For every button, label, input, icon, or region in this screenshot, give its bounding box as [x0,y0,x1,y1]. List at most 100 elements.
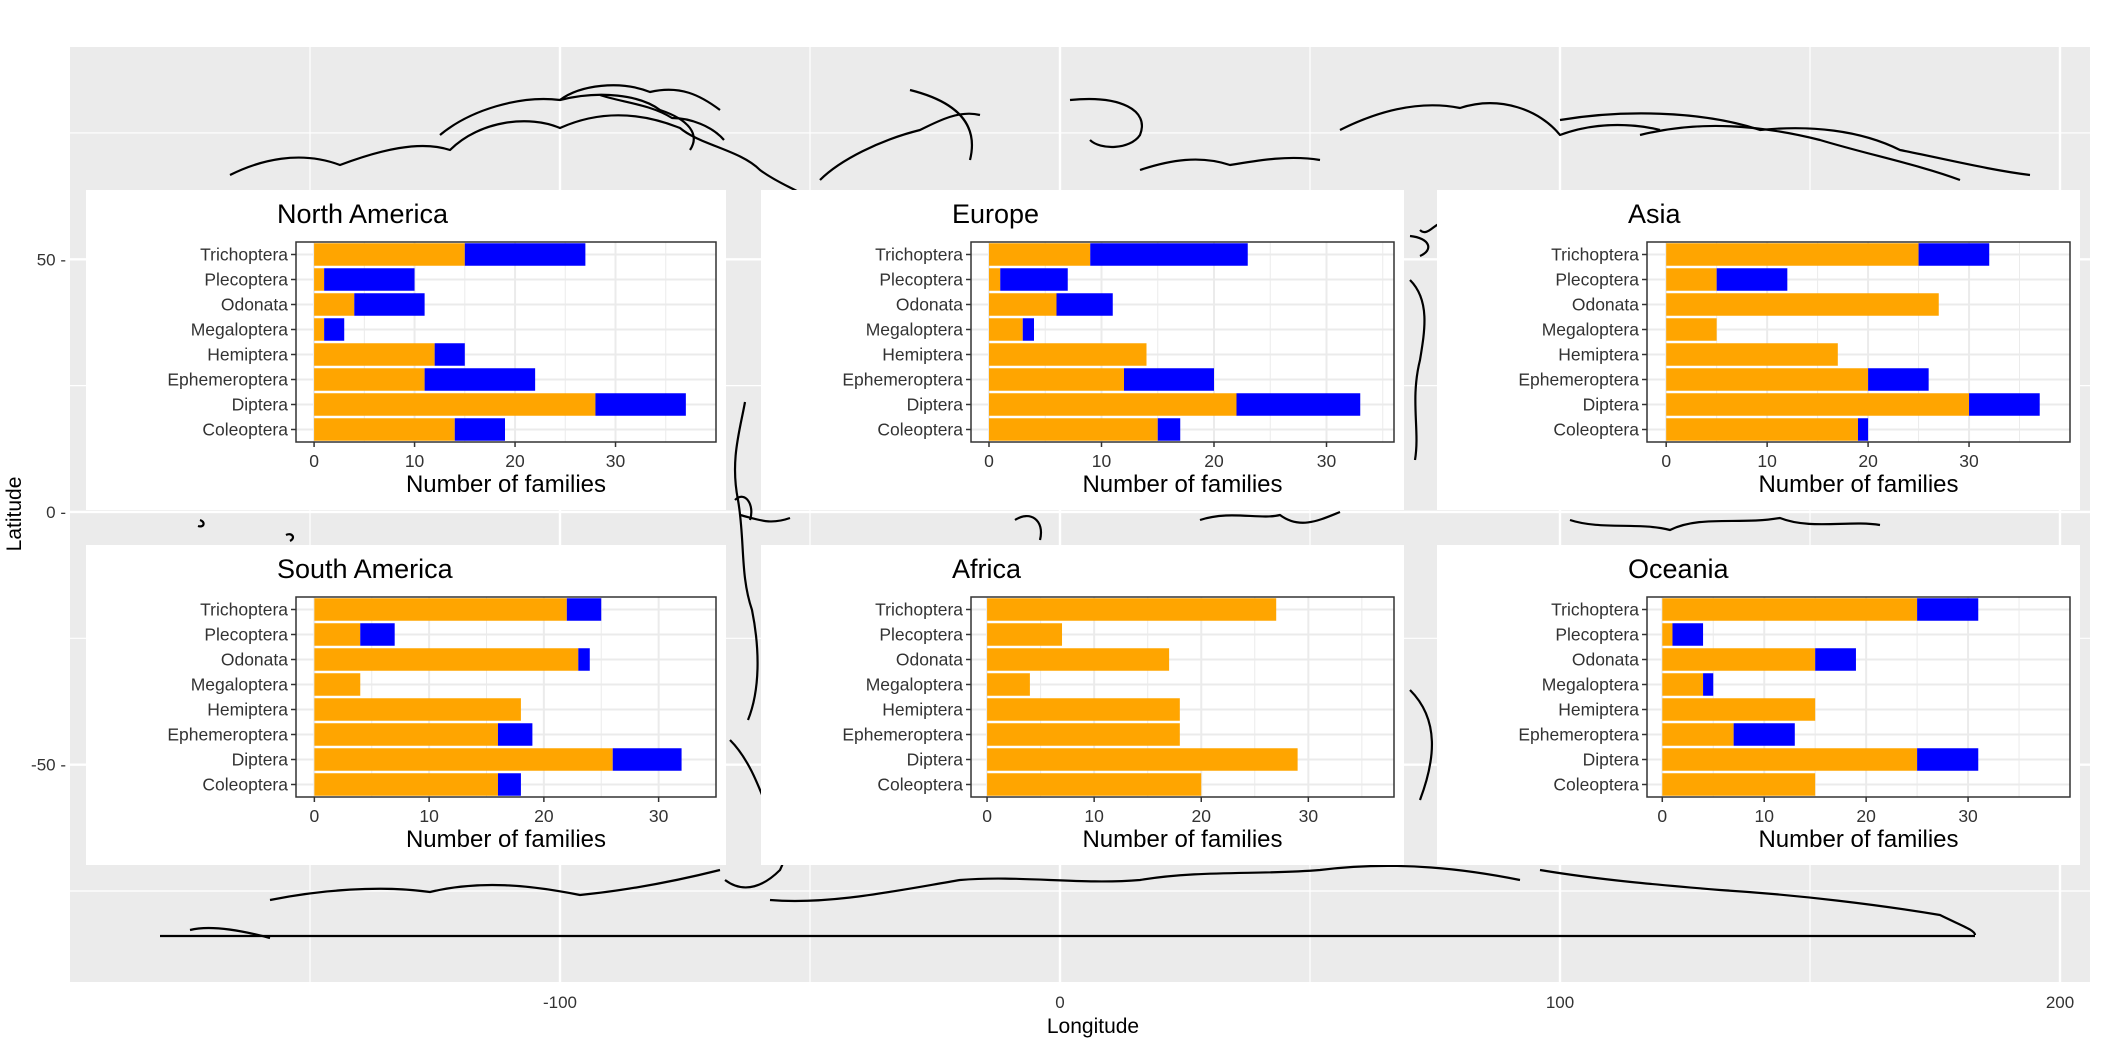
bar-trichoptera-secondary [566,598,602,621]
inset-plot-frame [1646,241,2071,443]
bar-plecoptera-primary [987,623,1063,646]
bar-coleoptera-secondary [1157,418,1181,441]
bar-megaloptera-secondary [1022,318,1034,341]
category-label: Hemiptera [207,700,288,720]
bar-odonata-primary [1666,293,1939,316]
x-tick-label: 10 [405,451,425,471]
category-label: Ephemeroptera [1518,725,1639,745]
bar-diptera-secondary [1969,393,2040,416]
category-label: Plecoptera [879,270,963,290]
category-label: Hemiptera [882,700,963,720]
category-label: Plecoptera [204,270,288,290]
bar-ephemeroptera-primary [1666,368,1869,391]
x-tick-label: 20 [1858,451,1878,471]
bar-odonata-primary [1662,648,1816,671]
inset-title: North America [277,199,449,229]
category-label: Plecoptera [204,625,288,645]
category-label: Hemiptera [1558,700,1639,720]
category-label: Coleoptera [1553,420,1639,440]
bar-diptera-secondary [612,748,682,771]
bar-odonata-primary [989,293,1057,316]
category-label: Plecoptera [879,625,963,645]
bar-trichoptera-secondary [1090,243,1248,266]
x-tick-label: 10 [1754,806,1774,826]
category-label: Odonata [221,650,288,670]
category-label: Ephemeroptera [1518,370,1639,390]
bar-diptera-secondary [1917,748,1979,771]
bar-diptera-primary [1662,748,1918,771]
inset-title: Africa [952,554,1022,584]
bar-coleoptera-primary [1666,418,1858,441]
bar-diptera-primary [314,748,613,771]
category-label: Trichoptera [200,245,288,265]
bar-coleoptera-primary [1662,773,1816,796]
x-tick-label: 20 [505,451,525,471]
bar-hemiptera-secondary [434,343,465,366]
category-label: Diptera [907,750,964,770]
category-label: Coleoptera [202,775,288,795]
bar-odonata-secondary [354,293,425,316]
category-label: Plecoptera [1555,270,1639,290]
category-label: Megaloptera [191,675,289,695]
inset-plot-frame [970,241,1395,443]
x-tick-label: 0 [982,806,992,826]
inset-plot-frame [295,241,717,443]
inset-chart-oceania: Oceania Trichoptera Plecoptera Odonata Megal… [1437,545,2080,865]
bar-plecoptera-primary [1666,268,1717,291]
bar-trichoptera-secondary [1917,598,1979,621]
bar-megaloptera-secondary [1703,673,1714,696]
category-label: Megaloptera [866,675,964,695]
category-label: Odonata [1572,650,1639,670]
inset-x-axis-title: Number of families [1082,826,1282,853]
bar-trichoptera-primary [1666,243,1919,266]
x-tick-label: 200 [2046,993,2074,1012]
y-tick-label: 0 - [46,503,66,522]
bar-coleoptera-secondary [454,418,505,441]
inset-charts: North America Trichoptera Plecoptera Odonat… [86,190,2080,865]
inset-chart-europe: Europe Trichoptera Plecoptera Odonata Megalo… [761,190,1404,510]
inset-chart-asia: Asia Trichoptera Plecoptera Odonata Megalopt… [1437,190,2080,510]
bar-coleoptera-secondary [1857,418,1869,441]
bar-plecoptera-primary [1662,623,1673,646]
category-label: Ephemeroptera [842,370,963,390]
category-label: Megaloptera [1542,320,1640,340]
x-tick-label: 30 [1958,806,1978,826]
y-tick-label: 50 - [37,250,66,269]
category-label: Diptera [907,395,964,415]
bar-trichoptera-secondary [464,243,586,266]
bar-trichoptera-primary [1662,598,1918,621]
bar-plecoptera-secondary [324,268,415,291]
x-axis-title: Longitude [1047,1015,1139,1038]
category-label: Ephemeroptera [167,370,288,390]
inset-x-axis-title: Number of families [406,826,606,853]
bar-ephemeroptera-primary [987,723,1180,746]
bar-trichoptera-secondary [1918,243,1990,266]
bar-plecoptera-primary [314,268,325,291]
bar-megaloptera-primary [314,318,325,341]
world-coastlines [160,84,2031,940]
x-tick-label: 30 [1299,806,1319,826]
x-tick-label: 20 [1856,806,1876,826]
inset-chart-south-america: South America Trichoptera Plecoptera Odonat… [86,545,726,865]
inset-chart-north-america: North America Trichoptera Plecoptera Odonat… [86,190,726,510]
bar-hemiptera-primary [314,698,521,721]
bar-trichoptera-primary [314,243,465,266]
x-tick-label: 30 [649,806,669,826]
bar-ephemeroptera-primary [989,368,1124,391]
bar-odonata-secondary [578,648,590,671]
inset-title: South America [277,554,454,584]
bar-odonata-primary [314,648,579,671]
x-tick-label: 0 [309,806,319,826]
inset-title: Asia [1628,199,1682,229]
bar-plecoptera-secondary [1672,623,1704,646]
x-tick-label: 0 [984,451,994,471]
bar-megaloptera-primary [1666,318,1717,341]
category-label: Coleoptera [877,420,963,440]
inset-plot-frame [295,596,717,798]
x-tick-label: 20 [1204,451,1224,471]
bar-plecoptera-secondary [1000,268,1068,291]
category-label: Trichoptera [1551,245,1639,265]
x-tick-label: 30 [1317,451,1337,471]
category-label: Megaloptera [191,320,289,340]
